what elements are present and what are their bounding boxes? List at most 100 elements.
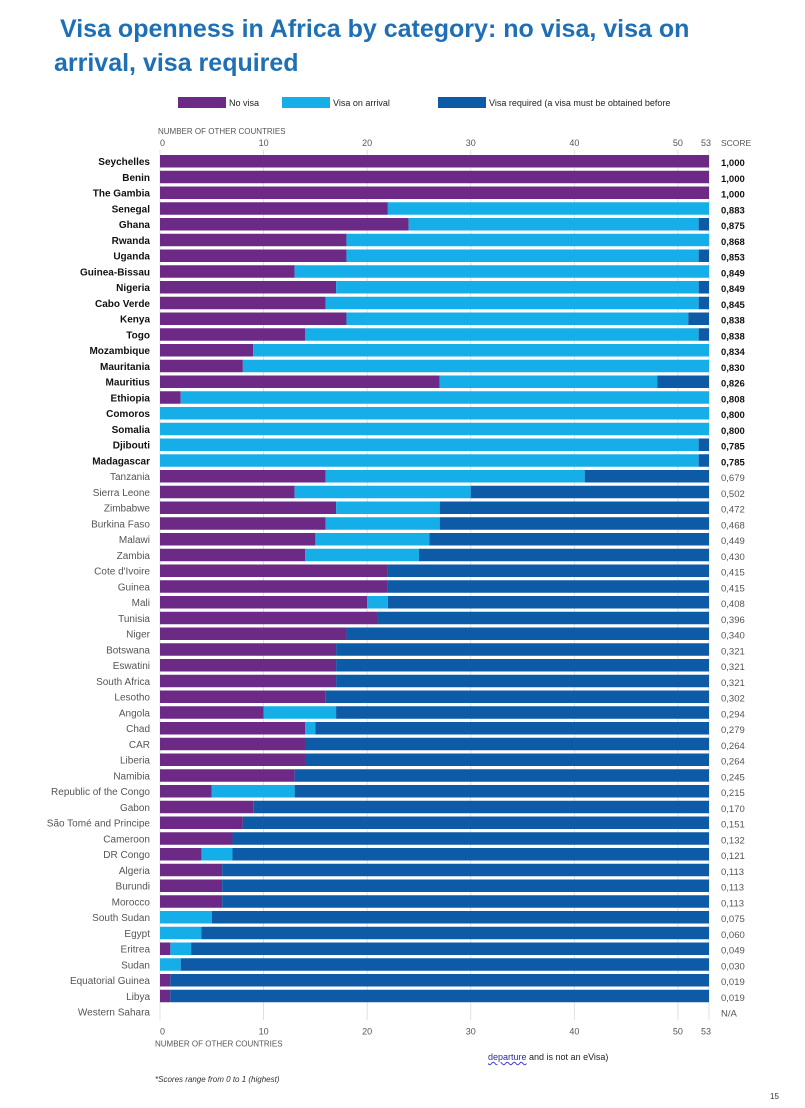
bar-no-visa-guinea-bissau	[160, 265, 295, 278]
country-label-djibouti: Djibouti	[113, 441, 150, 452]
score-sierra-leone: 0,502	[721, 489, 745, 500]
legend-label-no-visa: No visa	[229, 97, 260, 108]
bar-visa-required-s-o-tom-and-principe	[242, 816, 709, 829]
bar-no-visa-burundi	[160, 879, 223, 892]
bar-visa-required-uganda	[698, 249, 709, 262]
bar-visa-on-arrival-tanzania	[325, 470, 585, 483]
bar-visa-required-cabo-verde	[698, 296, 709, 310]
bar-visa-on-arrival-guinea-bissau	[294, 265, 709, 278]
bar-no-visa-ghana	[160, 218, 409, 231]
bar-visa-on-arrival-comoros	[160, 407, 709, 420]
score-benin: 1,000	[721, 174, 745, 185]
bar-no-visa-sierra-leone	[160, 485, 295, 499]
bar-visa-required-sierra-leone	[470, 485, 709, 499]
legend-item-no-visa: No visa	[178, 97, 259, 108]
country-labels: Seychelles Benin The Gambia Senegal Ghana Rwa…	[47, 157, 151, 1019]
bar-visa-on-arrival-senegal	[387, 202, 709, 215]
score-rwanda: 0,868	[721, 237, 745, 248]
bars-group	[160, 155, 710, 1003]
bar-no-visa-kenya	[160, 312, 347, 325]
bar-visa-required-guinea	[387, 580, 709, 593]
bar-visa-required-burundi	[222, 879, 709, 892]
country-label-mali: Mali	[132, 598, 150, 609]
country-label-nigeria: Nigeria	[116, 283, 150, 294]
bar-visa-required-dr-congo	[232, 848, 709, 861]
country-label-burundi: Burundi	[116, 882, 150, 893]
country-label-ethiopia: Ethiopia	[111, 393, 151, 404]
country-label-senegal: Senegal	[112, 204, 151, 215]
score-malawi: 0,449	[721, 536, 745, 547]
bar-visa-required-tunisia	[377, 611, 709, 625]
country-label-eritrea: Eritrea	[121, 945, 151, 956]
bar-visa-required-namibia	[294, 769, 709, 782]
country-label-madagascar: Madagascar	[92, 456, 150, 467]
bar-visa-required-chad	[315, 722, 709, 735]
bar-visa-required-car	[305, 737, 709, 751]
score-egypt: 0,060	[721, 930, 745, 941]
country-label-kenya: Kenya	[120, 315, 150, 326]
bar-visa-required-cameroon	[232, 832, 709, 845]
bar-no-visa-algeria	[160, 863, 223, 877]
bar-visa-required-sudan	[180, 958, 709, 971]
score-senegal: 0,883	[721, 205, 745, 216]
score-chad: 0,279	[721, 725, 745, 736]
bar-visa-on-arrival-somalia	[160, 422, 709, 436]
country-label-burkina-faso: Burkina Faso	[91, 519, 150, 530]
page-number: 15	[770, 1092, 779, 1101]
bar-no-visa-morocco	[160, 895, 223, 908]
score-guinea-bissau: 0,849	[721, 268, 745, 279]
legend-continuation: departure and is not an eVisa)	[488, 1052, 608, 1062]
x-axis-bottom: 0 10 20 30 40 50 53 NUMBER OF OTHER COUNTRIES	[155, 1026, 711, 1048]
bar-no-visa-equatorial-guinea	[160, 974, 171, 987]
x-tick-top-40: 40	[569, 138, 579, 148]
country-label-dr-congo: DR Congo	[103, 850, 150, 861]
country-label-niger: Niger	[126, 630, 151, 641]
country-label-benin: Benin	[122, 173, 150, 184]
bar-visa-on-arrival-cabo-verde	[325, 296, 699, 310]
bar-no-visa-malawi	[160, 533, 316, 546]
country-label-seychelles: Seychelles	[98, 157, 150, 168]
bar-no-visa-burkina-faso	[160, 517, 326, 530]
score-nigeria: 0,849	[721, 284, 745, 295]
x-tick-bottom-30: 30	[466, 1026, 476, 1036]
score-south-sudan: 0,075	[721, 914, 745, 925]
bar-no-visa-niger	[160, 627, 347, 640]
country-label-botswana: Botswana	[106, 645, 150, 656]
score-burundi: 0,113	[721, 883, 744, 894]
bar-visa-on-arrival-madagascar	[160, 454, 699, 467]
bar-visa-on-arrival-malawi	[315, 533, 430, 546]
country-label-morocco: Morocco	[112, 897, 151, 908]
bar-no-visa-mali	[160, 596, 368, 609]
country-label-mauritania: Mauritania	[100, 362, 150, 373]
bar-visa-required-zambia	[418, 548, 709, 562]
bar-visa-required-madagascar	[698, 454, 709, 467]
country-label-south-africa: South Africa	[96, 677, 150, 688]
bar-visa-required-eswatini	[336, 659, 709, 672]
country-label-comoros: Comoros	[106, 409, 150, 420]
chart-title-line-1: Visa openness in Africa by category: no …	[60, 15, 690, 43]
bar-no-visa-lesotho	[160, 690, 326, 703]
x-tick-top-20: 20	[362, 138, 372, 148]
bar-no-visa-guinea	[160, 580, 388, 593]
score-togo: 0,838	[721, 331, 745, 342]
bar-visa-on-arrival-sudan	[160, 958, 181, 971]
x-tick-bottom-53: 53	[701, 1026, 711, 1036]
country-label-namibia: Namibia	[113, 771, 150, 782]
country-label-angola: Angola	[119, 708, 151, 719]
bar-no-visa-togo	[160, 328, 306, 341]
x-tick-top-10: 10	[259, 138, 269, 148]
bar-visa-required-lesotho	[325, 690, 709, 703]
bar-visa-required-algeria	[222, 863, 709, 877]
score-angola: 0,294	[721, 709, 745, 720]
footnote: *Scores range from 0 to 1 (highest)	[155, 1075, 280, 1084]
country-label-malawi: Malawi	[119, 535, 150, 546]
country-label-togo: Togo	[126, 330, 150, 341]
bar-no-visa-cameroon	[160, 832, 233, 845]
bar-no-visa-zambia	[160, 548, 306, 562]
x-tick-bottom-40: 40	[569, 1026, 579, 1036]
bar-visa-on-arrival-mali	[367, 596, 388, 609]
country-label-mozambique: Mozambique	[89, 346, 150, 357]
legend-item-visa-required: Visa required (a visa must be obtained b…	[438, 97, 670, 108]
x-axis-top: NUMBER OF OTHER COUNTRIES SCORE 0 10 20 30 40 5…	[158, 127, 752, 148]
bar-visa-required-mali	[387, 596, 709, 609]
